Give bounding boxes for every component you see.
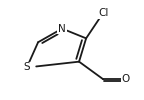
Text: O: O	[122, 74, 130, 84]
Text: Cl: Cl	[98, 8, 108, 18]
Text: S: S	[23, 62, 30, 72]
Text: N: N	[58, 24, 66, 34]
